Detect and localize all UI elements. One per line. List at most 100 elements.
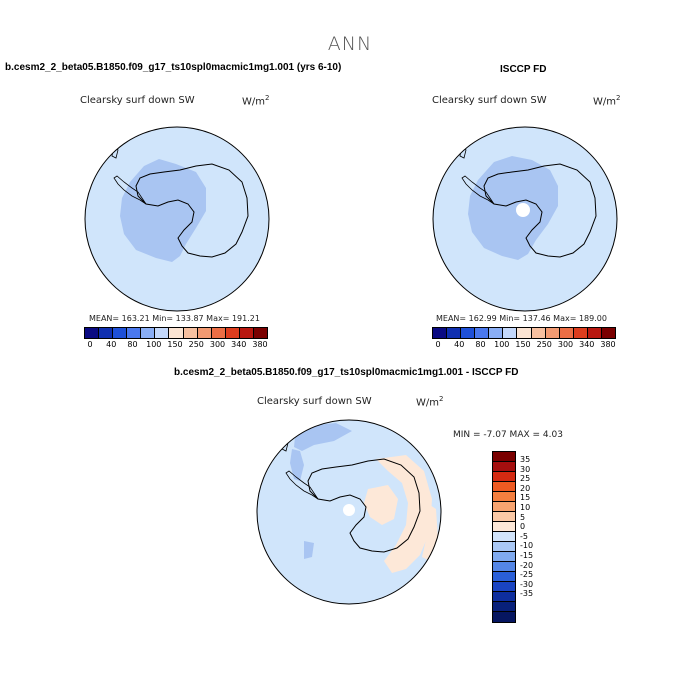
colorbar-tick-label: -10 — [520, 541, 534, 551]
neg-region-west — [290, 449, 304, 481]
colorbar-swatch — [493, 582, 515, 592]
colorbar-swatch — [433, 328, 448, 338]
colorbar-tick-label: 35 — [520, 455, 531, 464]
colorbar-tick-label: 40 — [106, 340, 117, 349]
panel1-title: b.cesm2_2_beta05.B1850.f09_g17_ts10spl0m… — [5, 62, 342, 73]
colorbar-tick-label: 10 — [520, 503, 531, 512]
colorbar-tick-label: 0 — [435, 340, 441, 349]
antarctica-outline — [307, 458, 421, 553]
colorbar-tick-label: 5 — [520, 512, 526, 522]
colorbar-tick-label: 340 — [579, 340, 595, 349]
colorbar-swatch — [489, 328, 504, 338]
panel3-stats: MIN = -7.07 MAX = 4.03 — [453, 430, 563, 440]
colorbar-swatch — [127, 328, 142, 338]
colorbar-swatch — [493, 592, 515, 602]
colorbar-tick-label: 250 — [536, 340, 552, 349]
pos-region-inland — [364, 485, 398, 525]
map-model — [84, 126, 270, 312]
colorbar-tick-label: 80 — [475, 340, 486, 349]
page-title: ANN — [327, 33, 373, 55]
colorbar-model-labels: 0 40 80 100 150 250 300 340 380 — [84, 340, 268, 352]
colorbar-tick-label: -5 — [520, 531, 528, 541]
colorbar-tick-label: 150 — [515, 340, 531, 349]
colorbar-swatch — [531, 328, 546, 338]
colorbar-tick-label: 340 — [231, 340, 247, 349]
colorbar-swatch — [493, 492, 515, 502]
panel2-stats: MEAN= 162.99 Min= 137.46 Max= 189.00 — [436, 314, 607, 323]
colorbar-swatch — [493, 482, 515, 492]
colorbar-swatch — [493, 452, 515, 462]
colorbar-swatch — [141, 328, 156, 338]
panel1-variable: Clearsky surf down SW — [80, 95, 195, 106]
antarctica-outline — [135, 163, 249, 258]
panel1-units: W/m2 — [242, 94, 270, 108]
colorbar-swatch — [587, 328, 602, 338]
colorbar-tick-label: 40 — [454, 340, 465, 349]
panel2-title: ISCCP FD — [500, 64, 547, 75]
colorbar-swatch — [99, 328, 114, 338]
panel2-units: W/m2 — [593, 94, 621, 108]
map-diff — [256, 419, 442, 605]
colorbar-tick-label: 0 — [520, 522, 526, 532]
colorbar-swatch — [225, 328, 240, 338]
panel3-variable: Clearsky surf down SW — [257, 396, 372, 407]
colorbar-swatch — [493, 472, 515, 482]
blue-field-region — [120, 159, 206, 262]
panel2-variable: Clearsky surf down SW — [432, 95, 547, 106]
colorbar-tick-label: -20 — [520, 560, 534, 570]
colorbar-tick-label: -15 — [520, 551, 534, 560]
colorbar-swatch — [493, 542, 515, 552]
colorbar-swatch — [517, 328, 532, 338]
pole-gap — [343, 504, 355, 516]
colorbar-tick-label: -35 — [520, 589, 534, 599]
colorbar-swatch — [493, 552, 515, 562]
colorbar-tick-label: 300 — [209, 340, 226, 349]
colorbar-swatch — [493, 532, 515, 542]
colorbar-swatch — [197, 328, 212, 338]
colorbar-tick-label: 100 — [494, 340, 510, 349]
colorbar-swatch — [559, 328, 574, 338]
colorbar-obs-labels: 0 40 80 100 150 250 300 340 380 — [432, 340, 616, 352]
colorbar-tick-label: 0 — [87, 340, 93, 349]
colorbar-swatch — [573, 328, 588, 338]
colorbar-tick-label: 300 — [557, 340, 574, 349]
colorbar-swatch — [493, 462, 515, 472]
colorbar-swatch — [493, 512, 515, 522]
colorbar-tick-label: 15 — [520, 493, 531, 503]
colorbar-tick-label: 150 — [167, 340, 183, 349]
colorbar-swatch — [85, 328, 100, 338]
colorbar-swatch — [169, 328, 184, 338]
colorbar-tick-label: 250 — [188, 340, 204, 349]
colorbar-swatch — [503, 328, 518, 338]
colorbar-swatch — [155, 328, 170, 338]
colorbar-swatch — [493, 562, 515, 572]
colorbar-tick-label: 100 — [146, 340, 162, 349]
colorbar-tick-label: -30 — [520, 579, 534, 589]
peninsula-outline — [461, 175, 495, 205]
colorbar-swatch — [461, 328, 476, 338]
colorbar-obs — [432, 327, 616, 339]
map-obs — [432, 126, 618, 312]
blue-field-region — [468, 156, 558, 260]
colorbar-tick-label: 380 — [600, 340, 616, 349]
colorbar-tick-label: 380 — [252, 340, 268, 349]
neg-region-north — [294, 423, 352, 451]
colorbar-tick-label: -25 — [520, 570, 534, 580]
colorbar-swatch — [493, 612, 515, 622]
colorbar-swatch — [545, 328, 560, 338]
colorbar-model — [84, 327, 268, 339]
colorbar-swatch — [447, 328, 462, 338]
colorbar-swatch — [183, 328, 198, 338]
colorbar-swatch — [253, 328, 268, 338]
colorbar-tick-label: 30 — [520, 464, 531, 474]
pole-gap — [516, 203, 530, 217]
peninsula-outline — [113, 175, 147, 205]
peninsula-outline — [285, 470, 319, 500]
colorbar-swatch — [493, 502, 515, 512]
panel1-stats: MEAN= 163.21 Min= 133.87 Max= 191.21 — [89, 314, 260, 323]
panel3-units: W/m2 — [416, 395, 444, 409]
neg-region-sw — [304, 541, 314, 559]
colorbar-swatch — [493, 602, 515, 612]
colorbar-swatch — [601, 328, 616, 338]
colorbar-diff — [492, 451, 516, 623]
